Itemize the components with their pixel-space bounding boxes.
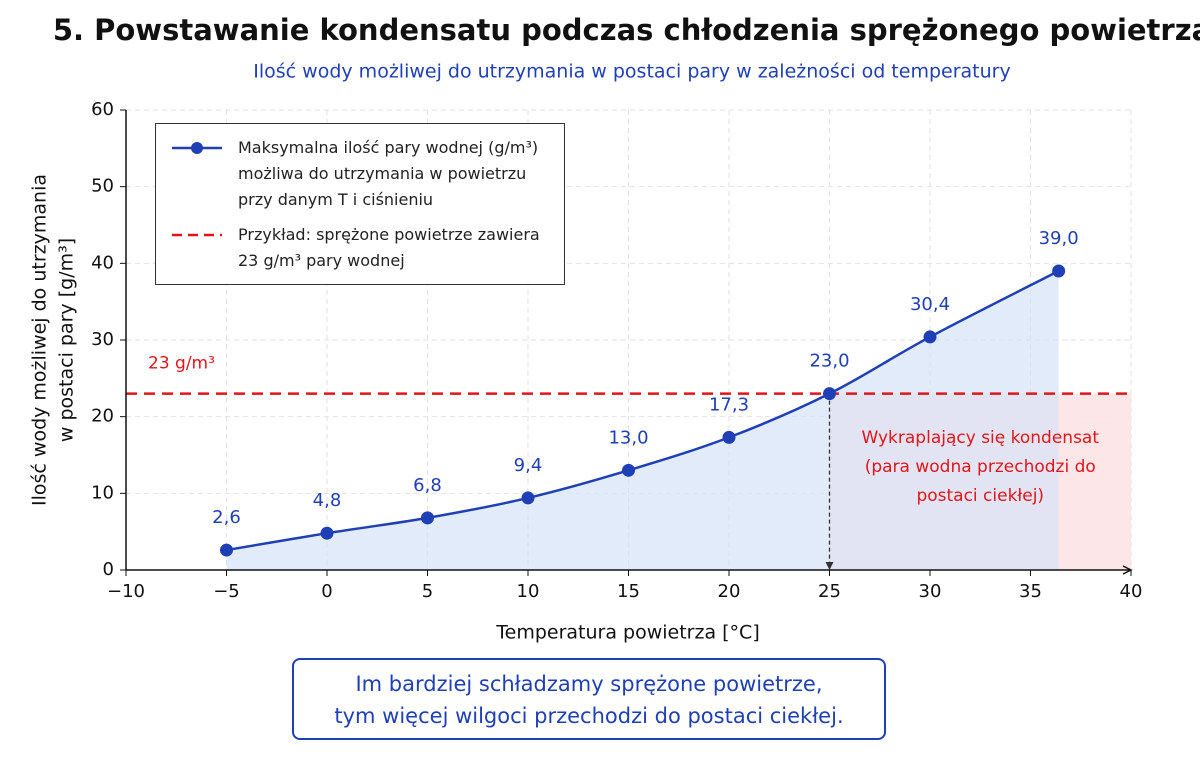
- data-label: 23,0: [809, 351, 849, 372]
- area-fill: [226, 271, 1059, 570]
- point: [622, 463, 635, 477]
- y-tick-label: 20: [91, 406, 114, 427]
- point: [421, 511, 434, 525]
- point: [1052, 264, 1066, 278]
- y-axis-label: Ilość wody możliwej do utrzymania: [29, 174, 51, 506]
- note-box: Im bardziej schładzamy sprężone powietrz…: [292, 658, 886, 740]
- region-label-line: Wykraplający się kondensat: [861, 428, 1100, 449]
- data-label: 6,8: [413, 475, 442, 496]
- data-label: 9,4: [514, 455, 543, 476]
- x-tick-label: 35: [1019, 581, 1042, 602]
- point: [923, 330, 937, 344]
- x-tick-label: 5: [422, 581, 433, 602]
- point: [220, 543, 233, 557]
- y-tick-label: 0: [103, 559, 114, 580]
- legend-entry: Maksymalna ilość pary wodnej (g/m³) możl…: [238, 138, 539, 209]
- legend-keys: [172, 142, 222, 237]
- region-label-line: postaci ciekłej): [916, 486, 1045, 507]
- y-tick-label: 50: [91, 176, 114, 197]
- x-axis-label: Temperatura powietrza [°C]: [495, 622, 759, 644]
- x-tick-label: 20: [718, 581, 741, 602]
- x-tick-label: 40: [1120, 581, 1143, 602]
- legend-entry: Przykład: sprężone powietrze zawiera 23 …: [238, 225, 540, 270]
- x-tick-label: 15: [617, 581, 640, 602]
- x-tick-label: 10: [517, 581, 540, 602]
- point: [722, 430, 736, 444]
- region-label: Wykraplający się kondensat (para wodna pr…: [830, 424, 1132, 511]
- point: [823, 387, 836, 401]
- legend: Maksymalna ilość pary wodnej (g/m³) możl…: [155, 123, 565, 285]
- chart-title: 5. Powstawanie kondensatu podczas chłodz…: [53, 13, 1200, 47]
- region-label-line: (para wodna przechodzi do: [864, 457, 1096, 478]
- x-axis-arrow: [1122, 565, 1133, 575]
- x-tick-label: 30: [919, 581, 942, 602]
- y-tick-label: 30: [91, 329, 114, 350]
- x-tick-label: −10: [107, 581, 145, 602]
- data-label: 13,0: [608, 427, 648, 448]
- data-label: 4,8: [313, 490, 342, 511]
- chart-subtitle: Ilość wody możliwej do utrzymania w post…: [253, 61, 1010, 83]
- x-tick-label: −5: [213, 581, 240, 602]
- y-tick-label: 10: [91, 482, 114, 503]
- point: [521, 491, 535, 505]
- data-label: 2,6: [212, 507, 241, 528]
- y-axis-label: w postaci pary [g/m³]: [56, 238, 78, 442]
- y-tick-label: 60: [91, 99, 114, 120]
- y-tick-label: 40: [91, 252, 114, 273]
- x-tick-label: 25: [818, 581, 841, 602]
- point: [320, 526, 334, 540]
- note-line: tym więcej wilgoci przechodzi do postaci…: [334, 704, 844, 728]
- data-label: 39,0: [1039, 228, 1079, 249]
- data-label: 30,4: [910, 294, 950, 315]
- drop-arrow: [825, 562, 834, 570]
- data-label: 17,3: [709, 394, 749, 415]
- x-tick-label: 0: [321, 581, 332, 602]
- note-line: Im bardziej schładzamy sprężone powietrz…: [355, 672, 823, 696]
- threshold-label: 23 g/m³: [148, 354, 215, 374]
- legend-key-marker: [191, 142, 203, 154]
